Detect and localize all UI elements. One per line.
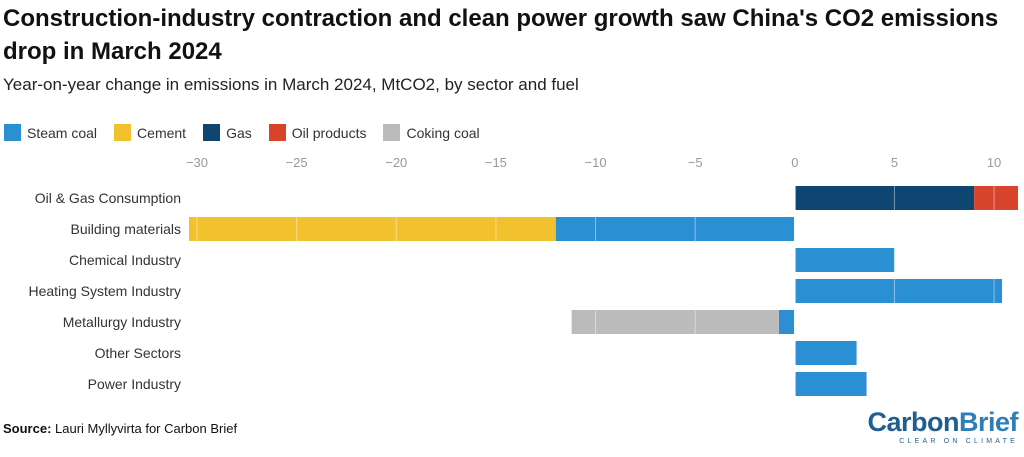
chart-title: Construction-industry contraction and cl… <box>3 5 999 65</box>
x-tick-label: 5 <box>891 155 898 170</box>
x-tick-label: 0 <box>791 155 798 170</box>
legend-swatch <box>4 124 21 141</box>
bar-segment <box>794 341 857 365</box>
bar-segment <box>794 372 867 396</box>
legend: Steam coal Cement Gas Oil products Cokin… <box>4 124 497 141</box>
logo-part-brief: Brief <box>958 407 1019 437</box>
x-tick-label: −15 <box>485 155 507 170</box>
bar-segment <box>794 248 895 272</box>
bar-segment <box>778 310 795 334</box>
legend-item-oil-products[interactable]: Oil products <box>268 124 367 141</box>
legend-swatch <box>268 124 286 141</box>
source-note: Source: Lauri Myllyvirta for Carbon Brie… <box>3 421 237 436</box>
bar-chart: −30 −25 −20 −15 −10 −5 0 5 10 Oil & Gas Consumpti… <box>28 155 1018 398</box>
source-label: Source: <box>3 421 52 436</box>
x-tick-label: −20 <box>385 155 407 170</box>
legend-label: Steam coal <box>27 124 98 141</box>
bar-segment <box>555 217 795 241</box>
legend-item-cement[interactable]: Cement <box>114 124 186 141</box>
x-tick-label: −30 <box>186 155 208 170</box>
category-label: Other Sectors <box>95 345 181 361</box>
category-label: Chemical Industry <box>69 252 181 268</box>
category-label: Metallurgy Industry <box>63 314 181 330</box>
legend-swatch <box>203 124 221 141</box>
legend-item-coking-coal[interactable]: Coking coal <box>383 124 480 141</box>
category-label: Building materials <box>71 221 182 237</box>
x-tick-label: −25 <box>286 155 308 170</box>
legend-label: Cement <box>137 124 187 141</box>
x-tick-label: −10 <box>585 155 607 170</box>
logo-wordmark: CarbonBrief <box>867 408 1018 436</box>
chart-subtitle: Year-on-year change in emissions in Marc… <box>3 75 579 94</box>
logo-part-carbon: Carbon <box>867 407 959 437</box>
bar-segment <box>794 186 975 210</box>
legend-label: Gas <box>226 124 252 141</box>
legend-swatch <box>114 124 132 141</box>
bar-segment <box>571 310 779 334</box>
category-label: Power Industry <box>88 376 181 392</box>
source-text: Lauri Myllyvirta for Carbon Brief <box>55 421 238 436</box>
legend-label: Coking coal <box>406 124 480 141</box>
carbon-brief-logo: CarbonBrief CLEAR ON CLIMATE <box>867 408 1018 446</box>
bar-segment <box>794 279 1003 303</box>
legend-item-steam-coal[interactable]: Steam coal <box>4 124 97 141</box>
x-tick-label: −5 <box>688 155 703 170</box>
legend-item-gas[interactable]: Gas <box>203 124 252 141</box>
category-label: Oil & Gas Consumption <box>35 190 181 206</box>
logo-tagline: CLEAR ON CLIMATE <box>899 438 1018 445</box>
legend-label: Oil products <box>291 124 367 141</box>
category-label: Heating System Industry <box>28 283 181 299</box>
bar-segment <box>974 186 1018 210</box>
x-tick-label: 10 <box>987 155 1001 170</box>
legend-swatch <box>383 124 401 141</box>
bar-segment <box>189 217 556 241</box>
